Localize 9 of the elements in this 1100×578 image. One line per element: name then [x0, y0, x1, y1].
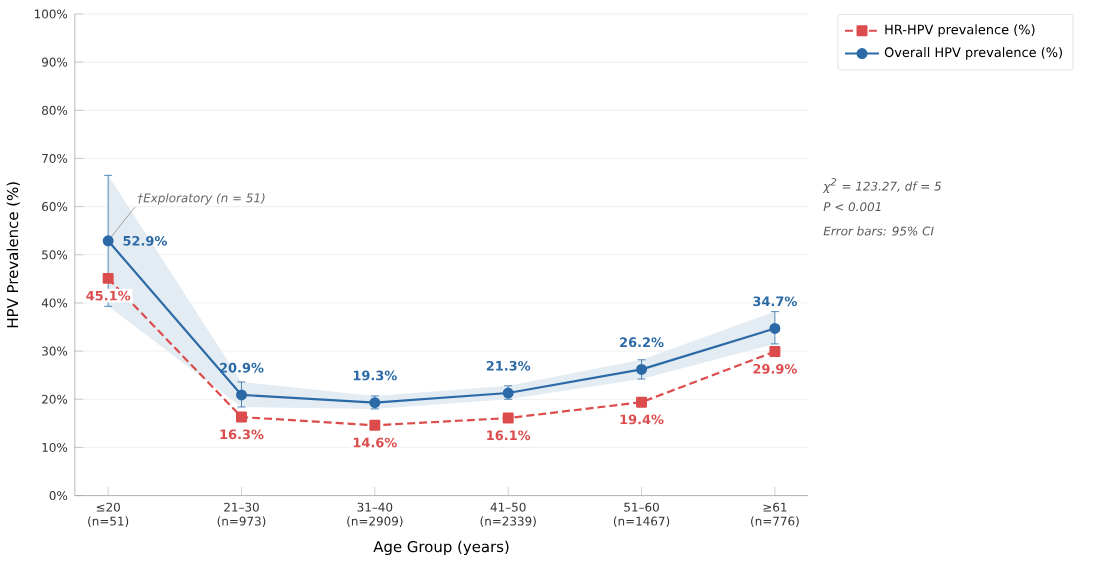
point: [369, 420, 381, 431]
point: [636, 396, 648, 408]
point: [769, 323, 781, 335]
point: [236, 411, 247, 423]
point: [102, 273, 114, 285]
point: [636, 364, 648, 376]
point: [236, 389, 247, 401]
point: [102, 235, 114, 247]
point: [502, 412, 514, 424]
